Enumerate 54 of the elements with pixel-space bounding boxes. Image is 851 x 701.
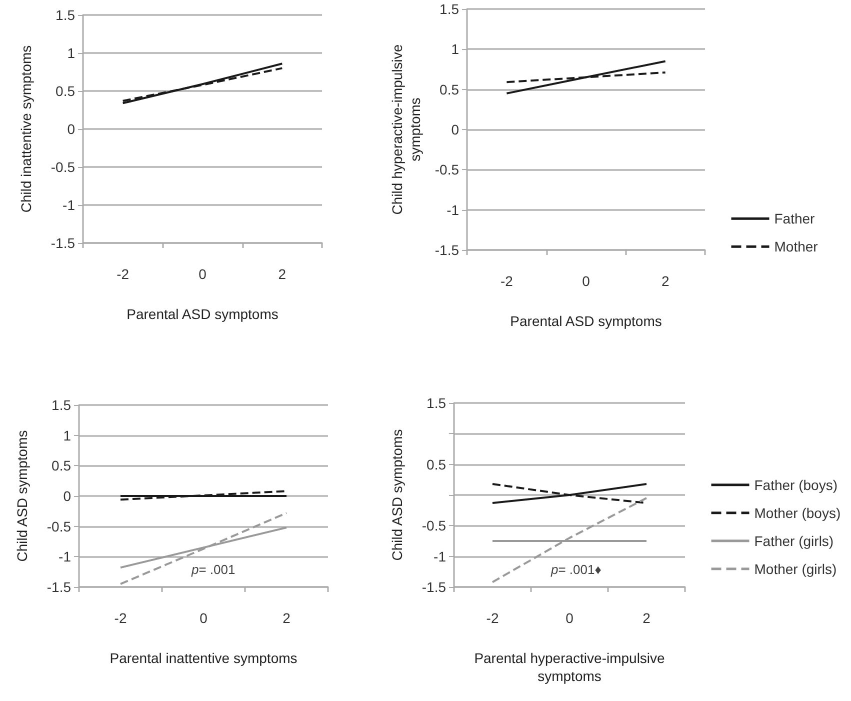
x-tick-label: 2: [642, 610, 651, 626]
x-tick-label: 2: [282, 610, 291, 626]
y-tick-label: -1.5: [422, 579, 446, 595]
x-axis-title: Parental ASD symptoms: [126, 306, 278, 322]
legend-label: Father (girls): [754, 532, 834, 549]
annotation: p= .001♦: [550, 562, 602, 577]
y-tick-label: -1.5: [434, 242, 460, 258]
y-tick-label: -1.5: [46, 579, 72, 595]
y-tick-label: -1: [58, 548, 72, 565]
y-tick-label: 0.5: [56, 83, 76, 99]
x-tick-label: 2: [661, 273, 670, 289]
y-tick-label: 0: [63, 488, 72, 504]
x-tick-label: -2: [116, 266, 130, 282]
y-tick-label: 1: [451, 41, 460, 58]
y-tick-label: 1: [63, 427, 72, 444]
x-axis-title: Parental inattentive symptoms: [110, 650, 298, 666]
annotation: p= .001: [190, 562, 236, 577]
y-tick-label: 0: [451, 122, 460, 138]
y-tick-label: -0.5: [422, 518, 446, 534]
y-axis-title: Child ASD symptoms: [14, 430, 30, 562]
x-tick-label: -2: [500, 273, 514, 289]
y-tick-label: 1.5: [426, 395, 446, 411]
x-tick-label: 0: [200, 610, 208, 626]
y-axis-title: Child hyperactive-impulsive symptoms: [389, 44, 423, 215]
y-tick-label: -0.5: [434, 162, 460, 178]
y-tick-label: 0: [67, 121, 76, 137]
y-tick-label: -1: [434, 548, 446, 564]
legend-label: Father (boys): [754, 476, 838, 493]
y-tick-label: 0.5: [52, 458, 72, 474]
y-tick-label: -1.5: [50, 235, 76, 251]
y-tick-label: 1.5: [52, 397, 72, 413]
legend-label: Father: [774, 210, 816, 227]
y-tick-label: -0.5: [46, 518, 72, 534]
y-tick-label: -0.5: [50, 159, 76, 175]
y-axis-title: Child ASD symptoms: [389, 429, 405, 561]
legend-label: Mother: [774, 238, 818, 255]
y-axis-title: Child inattentive symptoms: [18, 45, 34, 213]
y-tick-label: 1.5: [440, 1, 460, 17]
y-tick-label: -1: [62, 197, 76, 213]
x-tick-label: 0: [198, 266, 207, 282]
x-tick-label: -2: [486, 610, 499, 626]
x-tick-label: 2: [278, 266, 286, 282]
x-tick-label: 0: [582, 273, 590, 289]
x-axis-title: Parental hyperactive-impulsive symptoms: [474, 650, 666, 684]
y-tick-label: 1: [67, 45, 76, 61]
y-tick-label: -1: [446, 202, 460, 218]
y-tick-label: 0.5: [426, 456, 446, 472]
y-tick-label: 0.5: [440, 81, 460, 98]
y-tick-label: 1.5: [56, 7, 76, 23]
x-tick-label: 0: [566, 610, 574, 626]
x-tick-label: -2: [114, 610, 127, 626]
legend-label: Mother (girls): [754, 560, 837, 577]
legend-label: Mother (boys): [754, 504, 841, 521]
x-axis-title: Parental ASD symptoms: [510, 313, 662, 329]
